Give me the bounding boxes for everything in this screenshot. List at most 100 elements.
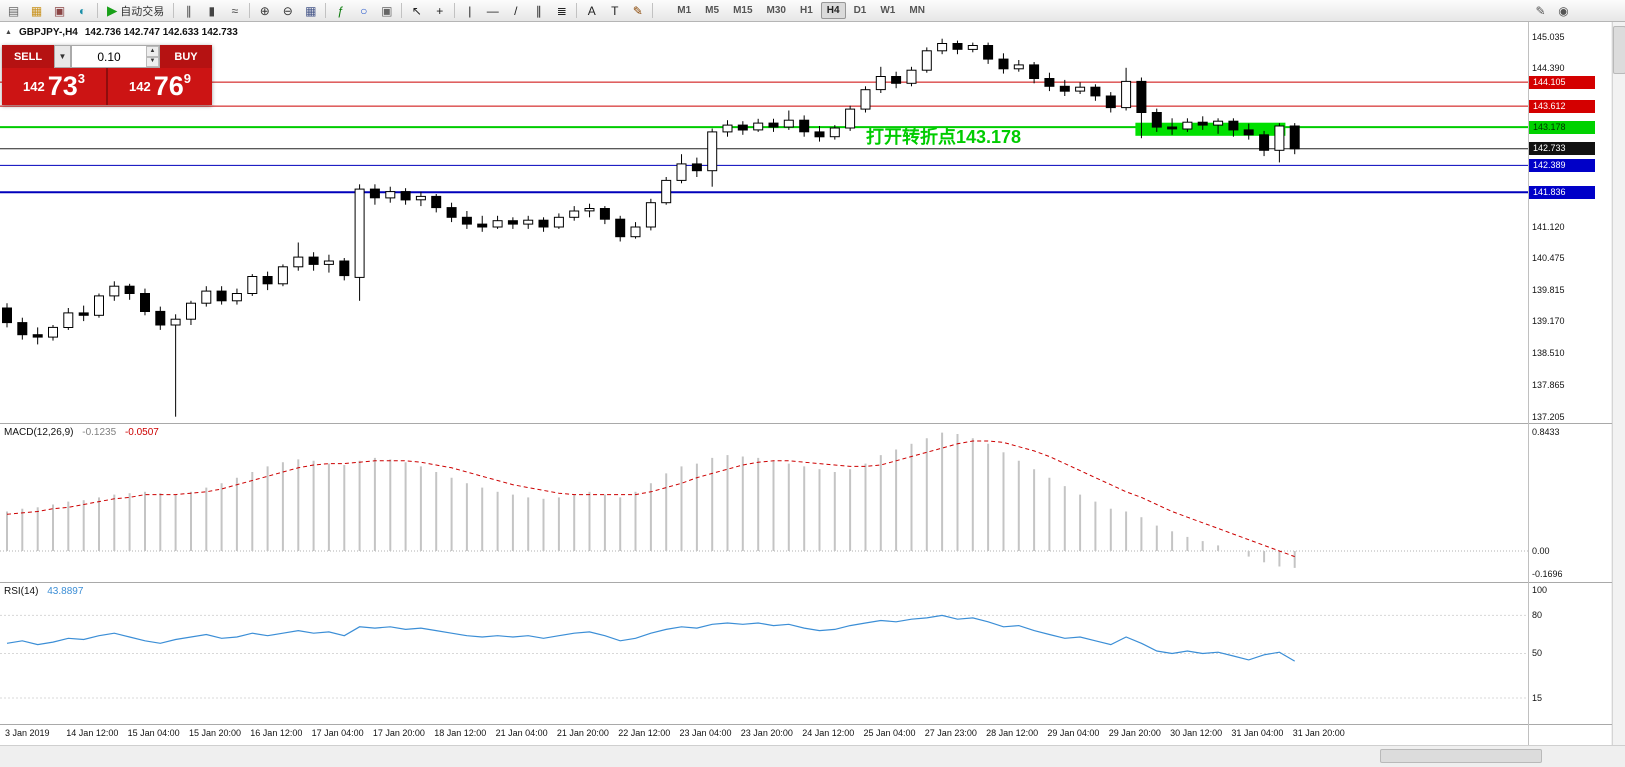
vertical-line-icon: |	[468, 3, 472, 18]
price-badge: 142.733	[1529, 142, 1595, 156]
sell-price-point: 3	[77, 71, 85, 86]
volume-increase-button[interactable]: ▲	[146, 46, 159, 57]
price-badge: 143.178	[1529, 120, 1595, 134]
toolbar-right-group: ✎ ◉	[1529, 2, 1575, 20]
channel-icon[interactable]: ∥	[527, 2, 550, 20]
cursor-icon: ↖	[411, 3, 422, 18]
rsi-timeaxis-separator	[0, 724, 1625, 725]
periods-icon[interactable]: ○	[352, 2, 375, 20]
zoom-out-icon[interactable]: ⊖	[276, 2, 299, 20]
new-order-icon: ▤	[7, 3, 20, 18]
crosshair-icon: +	[436, 3, 444, 18]
rsi-axis-label: 15	[1532, 692, 1543, 703]
rsi-name: RSI(14)	[4, 586, 39, 597]
time-axis-label: 16 Jan 12:00	[250, 728, 303, 738]
macd-rsi-separator[interactable]	[0, 582, 1625, 583]
trade-panel-controls: SELL ▼ ▲ ▼ BUY	[2, 45, 212, 68]
bar-chart-icon[interactable]: ∥	[177, 2, 200, 20]
time-axis-label: 14 Jan 12:00	[66, 728, 119, 738]
chart-background	[0, 22, 1611, 745]
sell-price-big-figure: 142	[23, 79, 45, 94]
new-chart-icon: ▣	[53, 3, 66, 18]
time-axis-label: 31 Jan 20:00	[1292, 728, 1345, 738]
fibonacci-icon[interactable]: ≣	[550, 2, 573, 20]
time-axis-label: 22 Jan 12:00	[618, 728, 671, 738]
periods-icon: ○	[360, 3, 368, 18]
time-axis-label: 21 Jan 20:00	[556, 728, 609, 738]
timeframe-w1[interactable]: W1	[874, 2, 901, 19]
time-axis-label: 3 Jan 2019	[5, 728, 50, 738]
pencil-icon[interactable]: ✎	[1529, 2, 1552, 20]
price-badge: 144.105	[1529, 75, 1595, 89]
chart-canvas[interactable]	[0, 0, 1528, 745]
toolbar-separator	[401, 3, 403, 18]
horizontal-line-icon[interactable]: —	[481, 2, 504, 20]
line-chart-icon[interactable]: ≈	[223, 2, 246, 20]
macd-axis-label: 0.00	[1532, 545, 1550, 556]
text-label-icon[interactable]: T	[603, 2, 626, 20]
price-tick: 144.390	[1532, 62, 1565, 73]
cursor-icon[interactable]: ↖	[405, 2, 428, 20]
timeframe-mn[interactable]: MN	[903, 2, 931, 19]
toolbar-separator	[173, 3, 175, 18]
price-tick: 139.170	[1532, 316, 1565, 327]
zoom-in-icon: ⊕	[259, 3, 270, 18]
text-icon[interactable]: A	[580, 2, 603, 20]
horizontal-scrollbar-thumb[interactable]	[1380, 749, 1542, 763]
toolbar-separator	[454, 3, 456, 18]
profiles-icon[interactable]: ▦	[25, 2, 48, 20]
tile-windows-icon: ▦	[305, 3, 317, 18]
profiles-icon: ▦	[30, 3, 43, 18]
new-chart-icon[interactable]: ▣	[48, 2, 71, 20]
vertical-scrollbar[interactable]	[1612, 22, 1625, 745]
time-axis-label: 28 Jan 12:00	[986, 728, 1039, 738]
time-axis-label: 29 Jan 20:00	[1108, 728, 1161, 738]
rsi-axis-label: 80	[1532, 609, 1543, 620]
time-axis-label: 17 Jan 04:00	[311, 728, 364, 738]
snapshot-icon[interactable]: ◉	[1552, 2, 1575, 20]
buy-button[interactable]: BUY	[160, 45, 212, 68]
indicators-icon: ƒ	[337, 3, 345, 18]
zoom-in-icon[interactable]: ⊕	[253, 2, 276, 20]
timeframe-m1[interactable]: M1	[671, 2, 697, 19]
timeframe-m5[interactable]: M5	[699, 2, 725, 19]
buy-price-button[interactable]: 142 76 9	[108, 68, 212, 105]
price-badge: 142.389	[1529, 158, 1595, 172]
channel-icon: ∥	[535, 3, 542, 18]
volume-input[interactable]	[72, 46, 146, 67]
new-order-icon[interactable]: ▤	[2, 2, 25, 20]
macd-axis-label: 0.8433	[1532, 426, 1560, 437]
timeframe-group: M1 M5 M15 M30 H1 H4 D1 W1 MN	[670, 2, 932, 19]
toolbar-separator	[249, 3, 251, 18]
trendline-icon: /	[514, 3, 518, 18]
market-watch-icon[interactable]: ◐	[71, 2, 94, 20]
volume-decrease-button[interactable]: ▼	[146, 56, 159, 67]
templates-icon[interactable]: ▣	[375, 2, 398, 20]
timeframe-h1[interactable]: H1	[794, 2, 819, 19]
timeframe-h4[interactable]: H4	[820, 2, 846, 19]
vertical-line-icon[interactable]: |	[458, 2, 481, 20]
price-badge: 141.836	[1529, 185, 1595, 199]
sell-price-button[interactable]: 142 73 3	[2, 68, 106, 105]
symbol-ohlc: 142.736 142.747 142.633 142.733	[84, 27, 238, 38]
candlestick-chart-icon: ▮	[208, 3, 216, 18]
toolbar-separator	[576, 3, 578, 18]
chart-symbol-header: ▲ GBPJPY-,H4 142.736 142.747 142.633 142…	[5, 27, 238, 38]
trade-options-dropdown[interactable]: ▼	[54, 45, 71, 68]
timeframe-m30[interactable]: M30	[761, 2, 792, 19]
chart-annotation: 打开转折点143.178	[866, 127, 1022, 147]
price-axis-divider	[1528, 22, 1529, 745]
time-axis-label: 30 Jan 12:00	[1170, 728, 1223, 738]
chart-macd-separator[interactable]	[0, 423, 1625, 424]
crosshair-icon[interactable]: +	[428, 2, 451, 20]
vertical-scrollbar-thumb[interactable]	[1613, 26, 1625, 74]
auto-trading-button[interactable]: ▶ 自动交易	[101, 2, 170, 20]
tile-windows-icon[interactable]: ▦	[299, 2, 322, 20]
arrows-icon[interactable]: ✎	[626, 2, 649, 20]
timeframe-d1[interactable]: D1	[848, 2, 873, 19]
candlestick-chart-icon[interactable]: ▮	[200, 2, 223, 20]
trendline-icon[interactable]: /	[504, 2, 527, 20]
sell-button[interactable]: SELL	[2, 45, 54, 68]
indicators-icon[interactable]: ƒ	[329, 2, 352, 20]
timeframe-m15[interactable]: M15	[727, 2, 758, 19]
